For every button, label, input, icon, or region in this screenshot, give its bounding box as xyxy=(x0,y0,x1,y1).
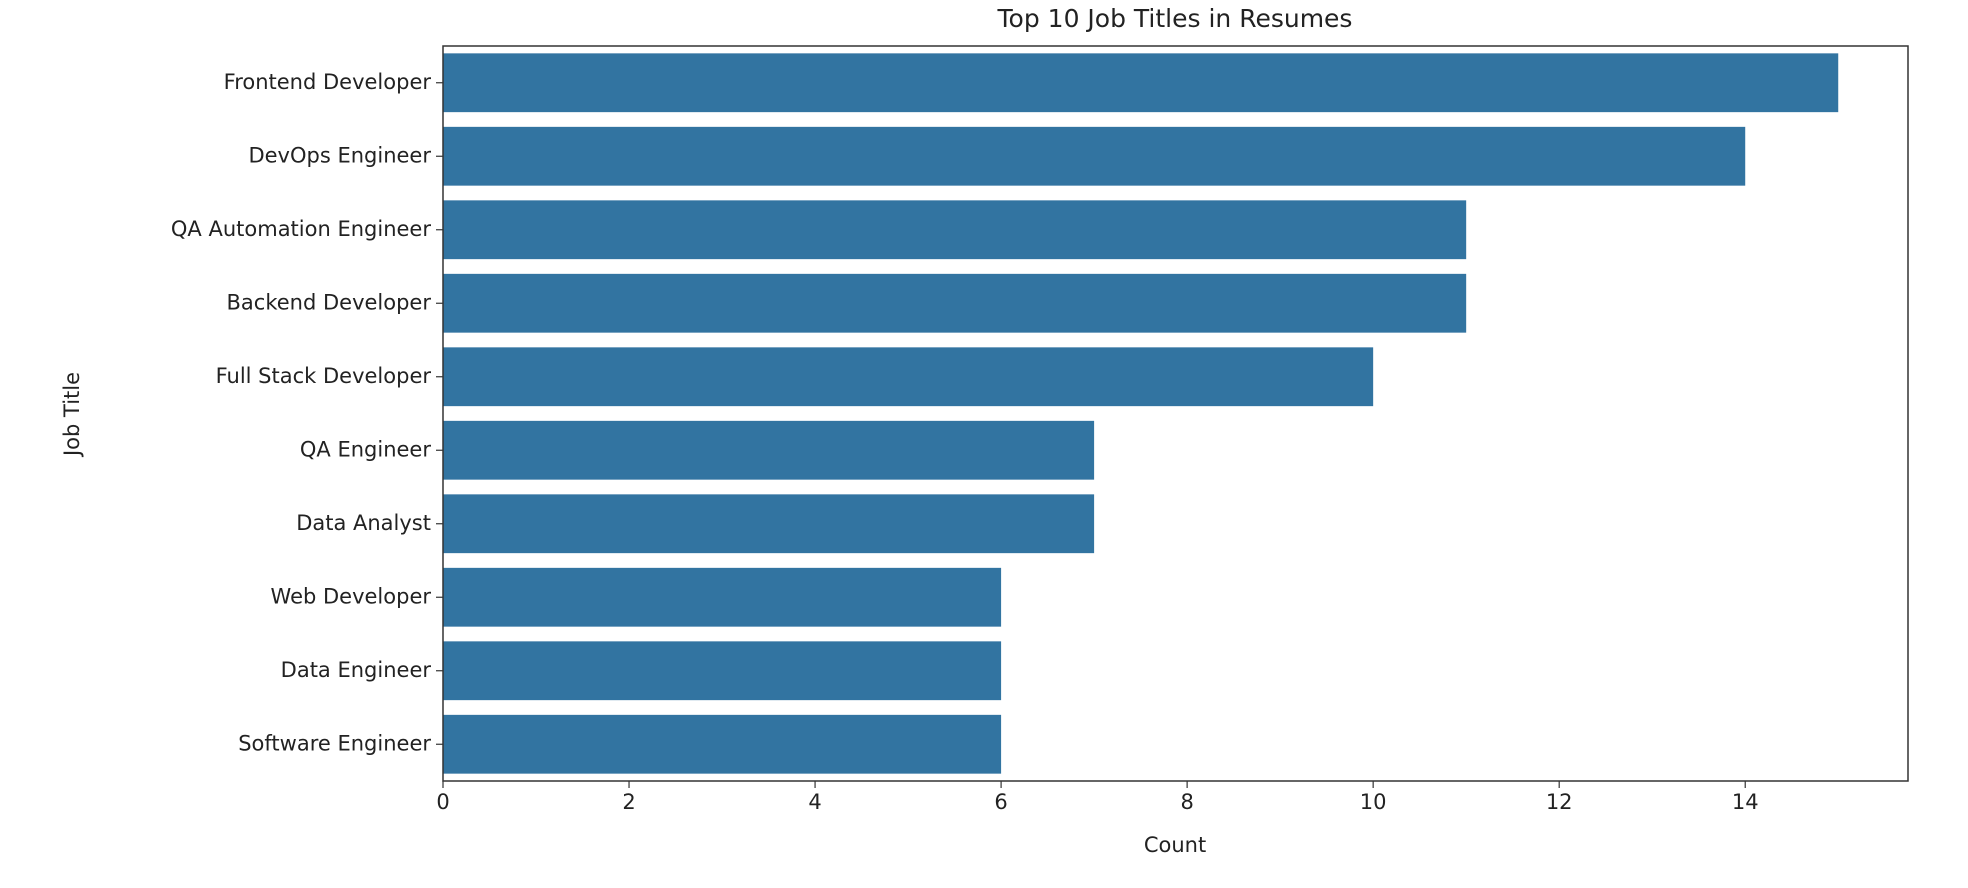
x-tick-label: 6 xyxy=(994,790,1007,814)
bar xyxy=(443,420,1095,480)
y-tick-label: QA Automation Engineer xyxy=(171,217,431,241)
y-tick-label: DevOps Engineer xyxy=(248,143,431,167)
x-tick-label: 2 xyxy=(622,790,635,814)
x-tick-label: 4 xyxy=(808,790,821,814)
y-tick-label: Software Engineer xyxy=(238,731,431,755)
y-tick-label: Web Developer xyxy=(271,584,432,608)
bar xyxy=(443,347,1374,407)
x-tick-label: 12 xyxy=(1546,790,1573,814)
y-tick-label: Full Stack Developer xyxy=(216,364,432,388)
chart-title: Top 10 Job Titles in Resumes xyxy=(997,4,1353,33)
bar xyxy=(443,273,1467,333)
bar xyxy=(443,126,1746,186)
y-axis-label: Job Title xyxy=(60,372,84,458)
bar xyxy=(443,641,1002,701)
y-tick-label: Data Engineer xyxy=(281,658,432,682)
x-tick-label: 0 xyxy=(436,790,449,814)
bar xyxy=(443,53,1839,113)
plot-frame xyxy=(442,45,1909,782)
bar xyxy=(443,200,1467,260)
y-tick-label: Backend Developer xyxy=(227,290,432,314)
y-tick-label: QA Engineer xyxy=(300,437,431,461)
bar xyxy=(443,494,1095,554)
bar xyxy=(443,567,1002,627)
bar xyxy=(443,714,1002,774)
x-tick-label: 8 xyxy=(1180,790,1193,814)
y-tick-label: Data Analyst xyxy=(296,511,431,535)
x-tick-label: 10 xyxy=(1360,790,1387,814)
x-tick-label: 14 xyxy=(1732,790,1759,814)
x-axis-label: Count xyxy=(1144,833,1206,857)
y-tick-label: Frontend Developer xyxy=(224,70,432,94)
